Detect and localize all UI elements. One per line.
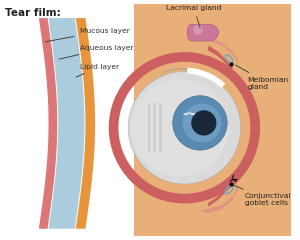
Polygon shape bbox=[148, 103, 151, 152]
Polygon shape bbox=[134, 4, 238, 67]
Circle shape bbox=[193, 25, 203, 35]
Text: Lipid layer: Lipid layer bbox=[76, 64, 119, 77]
Polygon shape bbox=[134, 183, 238, 236]
Text: Conjunctival
goblet cells: Conjunctival goblet cells bbox=[234, 185, 291, 206]
Polygon shape bbox=[49, 18, 84, 229]
Polygon shape bbox=[187, 68, 226, 88]
Text: Lacrimal gland: Lacrimal gland bbox=[167, 5, 222, 28]
Polygon shape bbox=[184, 113, 195, 114]
Circle shape bbox=[128, 72, 241, 184]
Polygon shape bbox=[134, 4, 291, 236]
Polygon shape bbox=[199, 185, 238, 213]
Text: Meibomian
gland: Meibomian gland bbox=[236, 65, 289, 90]
Polygon shape bbox=[159, 103, 162, 152]
Circle shape bbox=[173, 96, 227, 150]
Polygon shape bbox=[153, 103, 156, 152]
Circle shape bbox=[182, 103, 221, 142]
Polygon shape bbox=[208, 45, 233, 72]
Polygon shape bbox=[39, 18, 57, 229]
Text: Mucous layer: Mucous layer bbox=[45, 28, 129, 42]
Text: Aqueous layer: Aqueous layer bbox=[59, 45, 133, 59]
Circle shape bbox=[131, 79, 228, 176]
Polygon shape bbox=[199, 37, 238, 64]
Wedge shape bbox=[109, 52, 260, 204]
Circle shape bbox=[191, 110, 217, 136]
Polygon shape bbox=[208, 178, 233, 206]
Polygon shape bbox=[187, 24, 218, 41]
Polygon shape bbox=[76, 18, 95, 229]
Text: Tear film:: Tear film: bbox=[5, 8, 61, 18]
